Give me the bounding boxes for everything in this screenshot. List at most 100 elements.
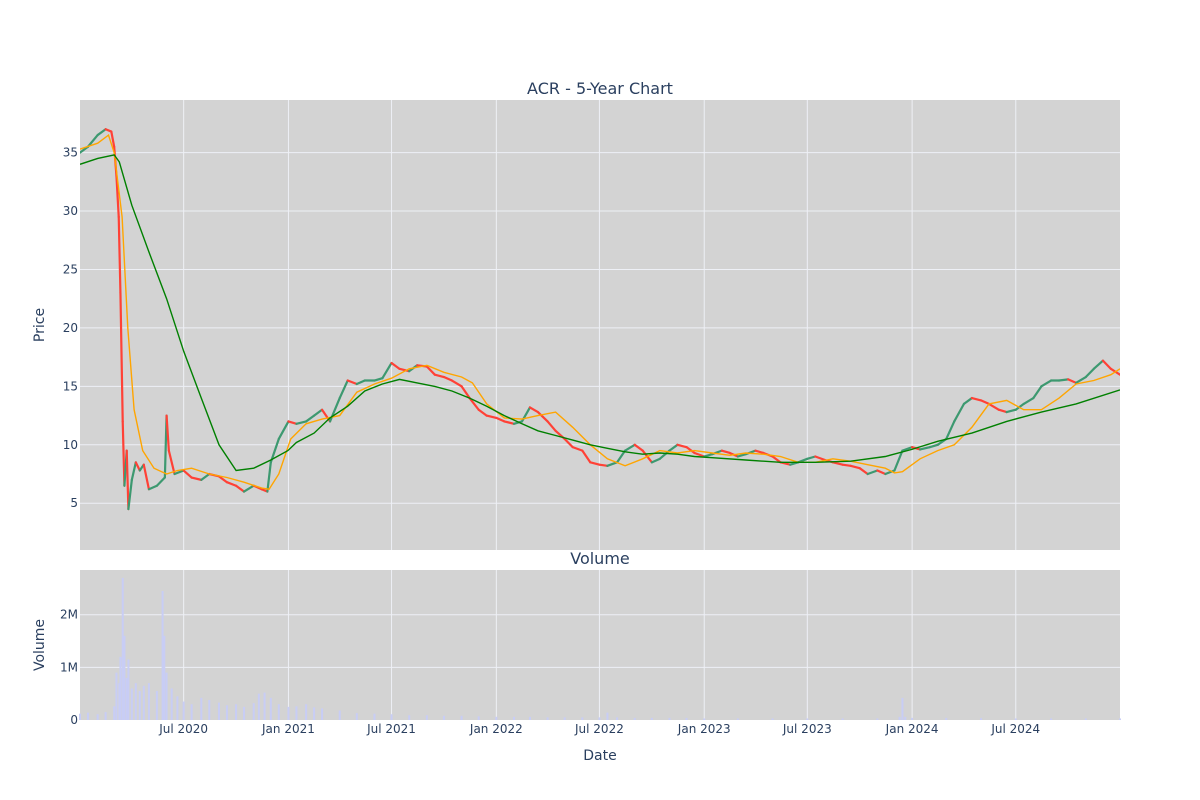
- volume-bar: [118, 683, 121, 720]
- price-candle-segment: [720, 449, 731, 455]
- volume-bar: [182, 701, 185, 720]
- price-candle-segment: [997, 408, 1008, 414]
- price-candle-segment: [277, 420, 290, 441]
- volume-bar: [130, 688, 133, 720]
- price-candle-segment: [598, 463, 609, 467]
- price-candle-segment: [841, 463, 852, 467]
- volume-bar: [305, 704, 308, 720]
- volume-bar: [563, 717, 566, 720]
- price-candle-segment: [1005, 408, 1017, 414]
- price-candle-segment: [295, 420, 308, 425]
- volume-bar: [225, 705, 228, 720]
- volume-bar: [668, 717, 671, 720]
- price-y-tick-label: 10: [63, 438, 78, 452]
- price-candle-segment: [858, 467, 869, 476]
- volume-bar: [876, 718, 879, 720]
- price-candle-segment: [305, 414, 316, 423]
- price-candle-segment: [117, 215, 122, 294]
- price-candle-segment: [86, 133, 99, 148]
- price-candle-segment: [849, 464, 861, 470]
- price-candle-segment: [119, 291, 124, 423]
- price-candle-segment: [225, 481, 238, 487]
- volume-bar: [104, 712, 107, 720]
- volume-bar: [911, 717, 914, 720]
- price-candle-segment: [125, 449, 130, 511]
- price-candle-segment: [736, 453, 747, 458]
- price-plot-background: [80, 100, 1120, 550]
- volume-bar: [1050, 718, 1053, 720]
- price-candle-segment: [1092, 359, 1105, 370]
- price-candle-segment: [142, 463, 151, 491]
- volume-title: Volume: [570, 549, 630, 568]
- volume-bar: [86, 712, 89, 720]
- price-candle-segment: [676, 443, 688, 449]
- price-y-tick-label: 30: [63, 204, 78, 218]
- price-candle-segment: [390, 361, 401, 370]
- volume-bar: [685, 717, 688, 720]
- volume-bar: [138, 691, 141, 720]
- volume-y-tick-label: 2M: [60, 608, 78, 622]
- volume-bar: [1014, 718, 1017, 720]
- price-candle-segment: [918, 446, 931, 451]
- price-y-tick-label: 5: [70, 496, 78, 510]
- volume-bars: [79, 577, 1121, 720]
- volume-bar: [1084, 718, 1087, 720]
- price-candle-segment: [200, 472, 211, 481]
- price-candle-segment: [468, 396, 480, 411]
- volume-bar: [528, 716, 531, 720]
- price-candle-segment: [754, 449, 765, 455]
- price-candle-segment: [234, 484, 246, 493]
- volume-bar: [96, 714, 99, 720]
- price-candle-segment: [155, 476, 166, 487]
- volume-bar: [980, 718, 983, 720]
- price-candle-segment: [884, 469, 896, 476]
- x-tick-label: Jul 2024: [990, 722, 1040, 736]
- price-y-axis-title: Price: [32, 308, 48, 342]
- volume-bar: [338, 710, 341, 720]
- volume-bar: [598, 717, 601, 720]
- volume-bar: [904, 716, 907, 720]
- price-candle-segment: [1075, 375, 1087, 384]
- price-grid: [80, 152, 1120, 504]
- volume-bar: [616, 717, 619, 720]
- volume-bar: [142, 685, 145, 720]
- volume-bar: [79, 713, 81, 720]
- volume-bar: [901, 697, 904, 720]
- volume-y-tick-label: 0: [70, 713, 78, 727]
- price-candle-segment: [928, 443, 939, 449]
- volume-y-tick-label: 1M: [60, 660, 78, 674]
- price-candle-segment: [589, 461, 601, 466]
- volume-bar: [806, 718, 809, 720]
- price-candle-segment: [130, 461, 137, 481]
- volume-bar: [703, 718, 706, 720]
- x-axis-title: Date: [583, 748, 616, 764]
- volume-bar: [165, 672, 168, 720]
- price-candle-segment: [80, 145, 90, 154]
- price-candle-segment: [1040, 379, 1053, 388]
- price-candle-segment: [460, 385, 471, 400]
- volume-bar: [121, 577, 124, 720]
- volume-bar: [355, 713, 358, 720]
- volume-bar: [243, 706, 246, 720]
- price-candle-segment: [979, 399, 991, 405]
- volume-bar: [1119, 718, 1121, 720]
- volume-bar: [945, 717, 948, 720]
- volume-bar: [119, 656, 122, 720]
- price-candle-segment: [373, 377, 384, 382]
- volume-bar: [115, 672, 118, 720]
- price-candle-segment: [355, 379, 366, 386]
- price-candle-segment: [571, 446, 584, 452]
- price-candle-segment: [442, 375, 454, 382]
- price-candle-segment: [623, 443, 636, 452]
- volume-grid: [80, 614, 1120, 668]
- volume-bar: [235, 704, 238, 720]
- price-candle-segment: [398, 367, 411, 373]
- x-tick-label: Jan 2021: [261, 722, 315, 736]
- volume-bar: [460, 715, 463, 720]
- price-candle-segment: [269, 437, 280, 464]
- x-tick-label: Jul 2022: [574, 722, 624, 736]
- x-tick-label: Jul 2021: [366, 722, 416, 736]
- price-candle-segment: [581, 449, 592, 464]
- volume-bar: [295, 706, 298, 720]
